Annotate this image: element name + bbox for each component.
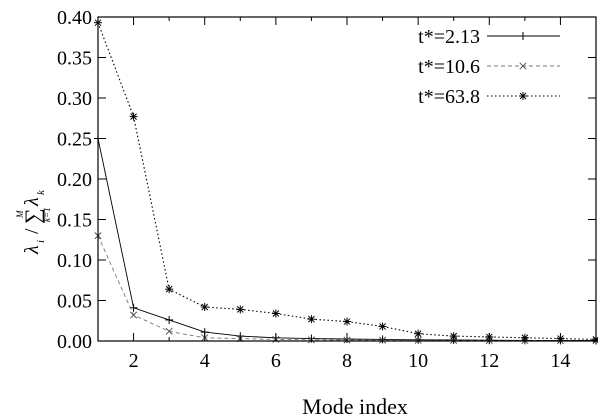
series-line (97, 22, 597, 340)
data-point (129, 303, 138, 312)
marker-stroke (130, 311, 138, 319)
y-tick-label: 0.30 (57, 88, 92, 110)
data-point (129, 112, 138, 121)
y-axis-label: λ i / ∑ M k=1 λ k (15, 189, 52, 255)
axes-layer: 0.00 0.05 0.10 0.15 0.20 0.25 0.30 0.35 0.40 2 4 6 8… (57, 7, 597, 372)
y-tick-label: 0.25 (57, 129, 92, 151)
series-line (97, 138, 597, 341)
marker-stroke (165, 285, 173, 293)
x-axis-label: Mode index (302, 394, 408, 419)
x-tick-label: 6 (271, 350, 281, 372)
legend-marker (519, 92, 527, 100)
y-tick-label: 0.40 (57, 7, 92, 29)
y-label-lambda2-sub: k (35, 189, 47, 195)
y-label-lambda2: λ (21, 197, 43, 207)
legend-marker (519, 32, 527, 40)
y-label-sum-bottom: k=1 (42, 207, 52, 222)
series-1 (94, 134, 598, 345)
y-label-lambda-sub: i (35, 240, 47, 243)
marker-stroke (272, 310, 280, 317)
y-tick-label: 0.20 (57, 169, 92, 191)
x-tick-label: 10 (408, 350, 428, 372)
series-layer (94, 18, 598, 345)
data-point (271, 309, 280, 318)
marker-stroke (201, 303, 209, 311)
marker-stroke (236, 306, 244, 313)
marker-stroke (379, 323, 386, 330)
data-point (165, 327, 173, 335)
y-tick-label: 0.05 (57, 291, 92, 313)
x-tick-label: 12 (479, 350, 499, 372)
marker-stroke (450, 332, 458, 340)
legend-label: t*=10.6 (418, 56, 480, 78)
y-label-sum: ∑ (20, 208, 45, 224)
y-tick-label: 0.10 (57, 250, 92, 272)
marker-stroke (130, 113, 137, 120)
data-point (130, 311, 138, 319)
data-point (378, 322, 387, 331)
legend-marker (519, 62, 527, 70)
data-point (200, 302, 209, 311)
x-tick-label: 8 (342, 350, 352, 372)
marker-stroke (308, 315, 315, 323)
y-tick-label: 0.15 (57, 210, 92, 232)
data-point (165, 285, 174, 294)
marker-stroke (519, 92, 527, 100)
plot-frame (97, 16, 597, 342)
data-point (165, 315, 174, 324)
y-tick-label: 0.35 (57, 48, 92, 70)
y-label-slash: / (21, 228, 43, 234)
marker-stroke (165, 327, 173, 335)
y-label-sum-top: M (15, 210, 25, 219)
x-tick-label: 2 (129, 350, 139, 372)
x-tick-label: 14 (550, 350, 570, 372)
legend-label: t*=63.8 (418, 86, 480, 108)
series-3 (94, 18, 598, 344)
legend: t*=2.13 t*=10.6 t*=63.8 (418, 26, 560, 108)
data-point (343, 317, 351, 326)
legend-label: t*=2.13 (418, 26, 480, 48)
x-tick-label: 4 (200, 350, 210, 372)
y-label-lambda: λ (21, 245, 43, 255)
y-tick-label: 0.00 (57, 331, 92, 353)
marker-stroke (519, 62, 527, 70)
data-point (307, 315, 316, 324)
marker-stroke (343, 318, 351, 325)
data-point (236, 305, 245, 314)
